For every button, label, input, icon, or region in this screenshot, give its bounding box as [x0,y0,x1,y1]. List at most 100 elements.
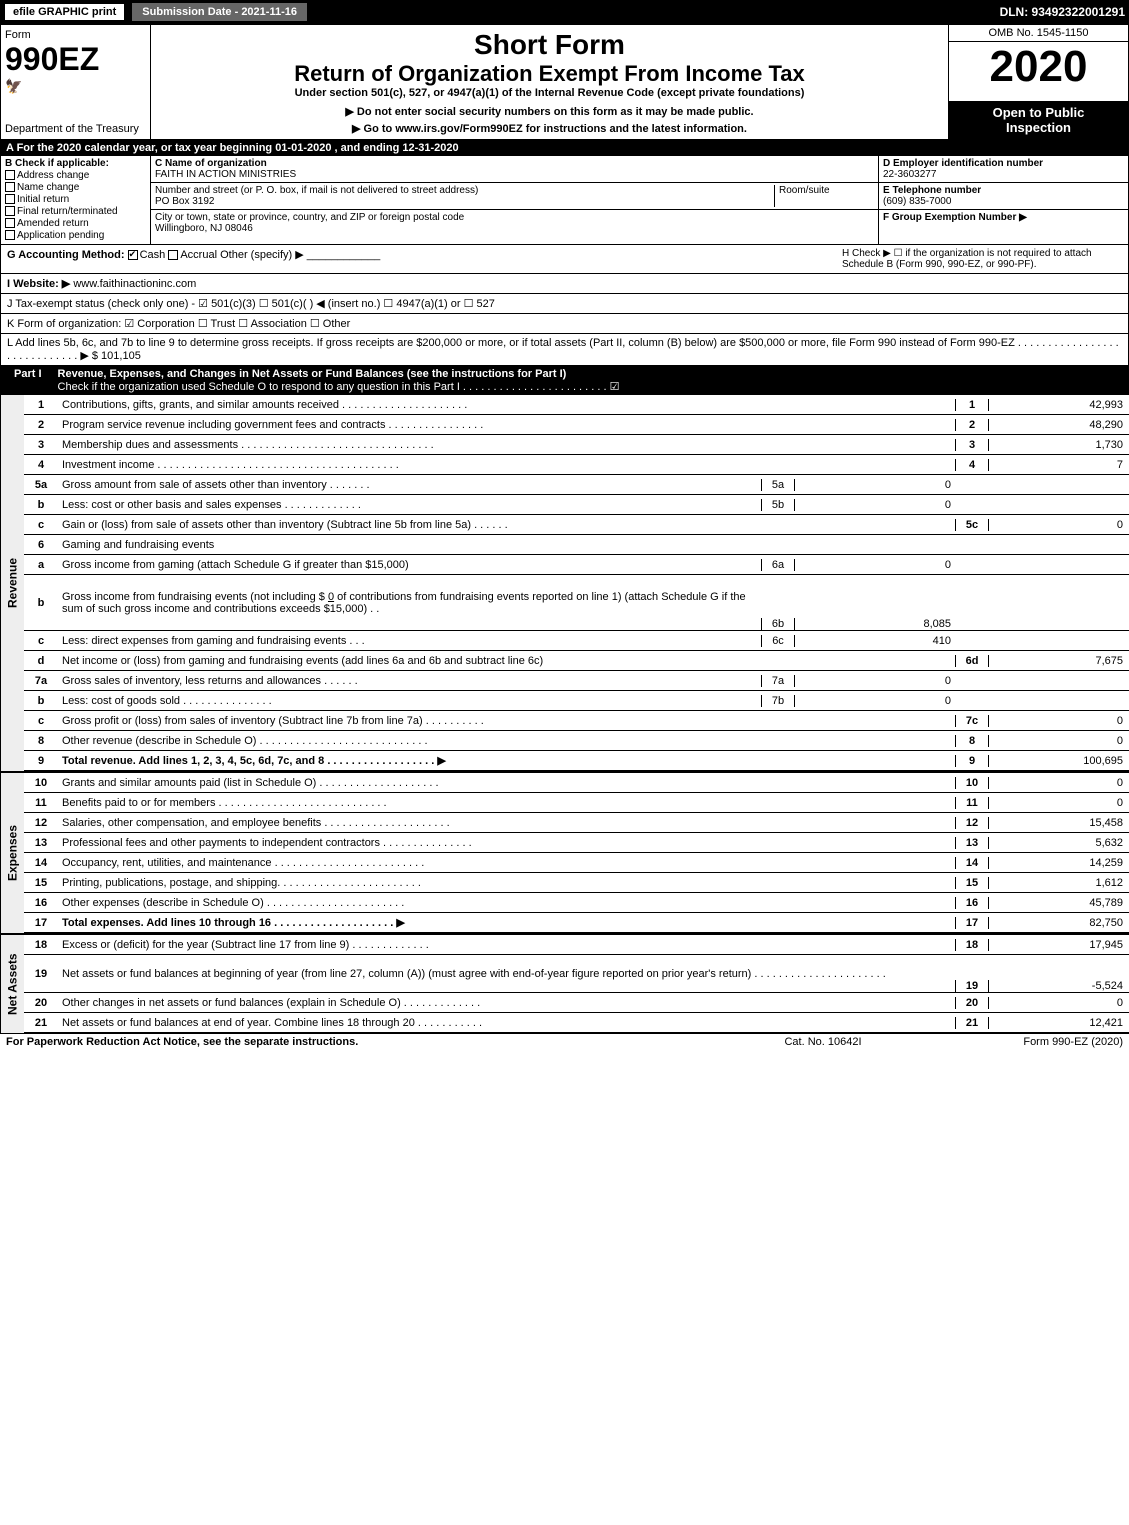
l10-cn: 10 [955,777,989,789]
chk-amended-return[interactable]: Amended return [5,218,146,229]
l6d-num: d [24,653,58,669]
line-16: 16Other expenses (describe in Schedule O… [24,893,1129,913]
l14-num: 14 [24,855,58,871]
l9-num: 9 [24,753,58,769]
l4-desc: Investment income . . . . . . . . . . . … [58,457,955,473]
line-6d: dNet income or (loss) from gaming and fu… [24,651,1129,671]
chk-accrual[interactable] [168,250,178,260]
line-11: 11Benefits paid to or for members . . . … [24,793,1129,813]
irs-seal-icon: 🦅 [5,78,146,95]
l3-cv: 1,730 [989,439,1129,451]
l12-cn: 12 [955,817,989,829]
l9-cn: 9 [955,755,989,767]
dln-label: DLN: 93492322001291 [1000,5,1125,19]
org-name-row: C Name of organization FAITH IN ACTION M… [151,156,878,183]
row-i: I Website: ▶ www.faithinactioninc.com [0,274,1129,294]
row-l: L Add lines 5b, 6c, and 7b to line 9 to … [0,334,1129,366]
line-12: 12Salaries, other compensation, and empl… [24,813,1129,833]
l18-num: 18 [24,937,58,953]
line-6c: cLess: direct expenses from gaming and f… [24,631,1129,651]
submission-date-button[interactable]: Submission Date - 2021-11-16 [131,2,308,22]
chk-application-pending[interactable]: Application pending [5,230,146,241]
tel-row: E Telephone number (609) 835-7000 [879,183,1128,210]
l1-desc: Contributions, gifts, grants, and simila… [58,397,955,413]
chk-initial-return-label: Initial return [17,194,69,205]
l17-cv: 82,750 [989,917,1129,929]
part-1-title-text: Revenue, Expenses, and Changes in Net As… [58,368,567,380]
l5b-sn: 5b [761,499,795,511]
l6b-d1v: 0 [328,591,334,603]
l5a-sn: 5a [761,479,795,491]
l2-desc: Program service revenue including govern… [58,417,955,433]
header-right: OMB No. 1545-1150 2020 Open to Public In… [948,25,1128,139]
expenses-side-label: Expenses [0,773,24,933]
info-grid: B Check if applicable: Address change Na… [0,156,1129,245]
line-14: 14Occupancy, rent, utilities, and mainte… [24,853,1129,873]
line-4: 4Investment income . . . . . . . . . . .… [24,455,1129,475]
group-label: F Group Exemption Number ▶ [883,212,1027,223]
chk-address-change[interactable]: Address change [5,170,146,181]
org-name-label: C Name of organization [155,158,874,169]
goto-link[interactable]: ▶ Go to www.irs.gov/Form990EZ for instru… [159,122,940,135]
line-5c: cGain or (loss) from sale of assets othe… [24,515,1129,535]
part-1-title: Revenue, Expenses, and Changes in Net As… [58,368,1123,393]
l7b-num: b [24,693,58,709]
row-g-h: G Accounting Method: Cash Accrual Other … [0,245,1129,274]
l18-desc: Excess or (deficit) for the year (Subtra… [58,937,955,953]
row-l-val: 101,105 [101,350,141,362]
net-assets-section: Net Assets 18Excess or (deficit) for the… [0,933,1129,1033]
l6d-cv: 7,675 [989,655,1129,667]
l7a-num: 7a [24,673,58,689]
line-15: 15Printing, publications, postage, and s… [24,873,1129,893]
l7c-cv: 0 [989,715,1129,727]
line-1: 1Contributions, gifts, grants, and simil… [24,395,1129,415]
efile-print-button[interactable]: efile GRAPHIC print [4,3,125,21]
line-13: 13Professional fees and other payments t… [24,833,1129,853]
l5a-num: 5a [24,477,58,493]
l21-desc: Net assets or fund balances at end of ye… [58,1015,955,1031]
net-assets-side-label: Net Assets [0,935,24,1033]
under-section-text: Under section 501(c), 527, or 4947(a)(1)… [159,87,940,99]
l20-cn: 20 [955,997,989,1009]
l6-desc: Gaming and fundraising events [58,537,955,553]
l16-desc: Other expenses (describe in Schedule O) … [58,895,955,911]
city-label: City or town, state or province, country… [155,212,874,223]
inspect-line2: Inspection [1006,120,1071,135]
l10-num: 10 [24,775,58,791]
line-17: 17Total expenses. Add lines 10 through 1… [24,913,1129,933]
city-value: Willingboro, NJ 08046 [155,223,874,234]
tel-label: E Telephone number [883,185,981,196]
form-ref: Form 990-EZ (2020) [923,1036,1123,1048]
chk-amended-return-label: Amended return [17,218,89,229]
return-title: Return of Organization Exempt From Incom… [159,61,940,87]
l9-desc: Total revenue. Add lines 1, 2, 3, 4, 5c,… [58,752,955,769]
chk-name-change-label: Name change [17,182,79,193]
inspect-line1: Open to Public [993,105,1085,120]
l13-desc: Professional fees and other payments to … [58,835,955,851]
l19-cn: 19 [955,980,989,992]
l7b-sv: 0 [795,695,955,707]
line-6: 6Gaming and fundraising events [24,535,1129,555]
l4-cn: 4 [955,459,989,471]
line-2: 2Program service revenue including gover… [24,415,1129,435]
chk-cash[interactable] [128,250,138,260]
chk-initial-return[interactable]: Initial return [5,194,146,205]
l20-num: 20 [24,995,58,1011]
org-addr-row: Number and street (or P. O. box, if mail… [151,183,878,210]
row-l-text: L Add lines 5b, 6c, and 7b to line 9 to … [7,337,1119,362]
l8-desc: Other revenue (describe in Schedule O) .… [58,733,955,749]
l6c-sv: 410 [795,635,955,647]
tax-year: 2020 [949,42,1128,101]
line-6a: aGross income from gaming (attach Schedu… [24,555,1129,575]
chk-final-return[interactable]: Final return/terminated [5,206,146,217]
l6a-sn: 6a [761,559,795,571]
g-label: G Accounting Method: [7,249,125,261]
g-other: Other (specify) ▶ [220,249,304,261]
omb-number: OMB No. 1545-1150 [949,25,1128,42]
ein-row: D Employer identification number 22-3603… [879,156,1128,183]
l7a-sv: 0 [795,675,955,687]
website-link[interactable]: www.faithinactioninc.com [73,278,196,290]
l14-cv: 14,259 [989,857,1129,869]
chk-name-change[interactable]: Name change [5,182,146,193]
l13-cn: 13 [955,837,989,849]
